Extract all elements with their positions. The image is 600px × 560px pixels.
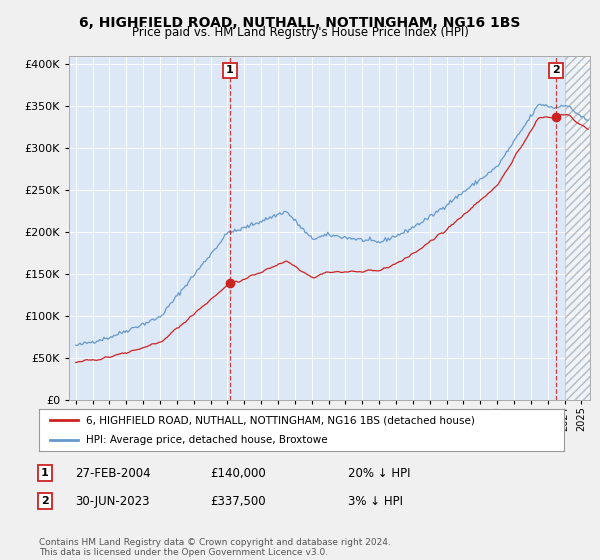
Text: Price paid vs. HM Land Registry's House Price Index (HPI): Price paid vs. HM Land Registry's House … (131, 26, 469, 39)
Text: 2: 2 (41, 496, 49, 506)
Bar (565, 56, 590, 400)
Text: 6, HIGHFIELD ROAD, NUTHALL, NOTTINGHAM, NG16 1BS: 6, HIGHFIELD ROAD, NUTHALL, NOTTINGHAM, … (79, 16, 521, 30)
Text: 1: 1 (41, 468, 49, 478)
Text: 27-FEB-2004: 27-FEB-2004 (75, 466, 151, 480)
Text: Contains HM Land Registry data © Crown copyright and database right 2024.
This d: Contains HM Land Registry data © Crown c… (39, 538, 391, 557)
Text: HPI: Average price, detached house, Broxtowe: HPI: Average price, detached house, Brox… (86, 435, 328, 445)
Text: 6, HIGHFIELD ROAD, NUTHALL, NOTTINGHAM, NG16 1BS (detached house): 6, HIGHFIELD ROAD, NUTHALL, NOTTINGHAM, … (86, 415, 475, 425)
Text: 1: 1 (226, 66, 234, 76)
Text: £140,000: £140,000 (210, 466, 266, 480)
Text: 20% ↓ HPI: 20% ↓ HPI (348, 466, 410, 480)
Text: 3% ↓ HPI: 3% ↓ HPI (348, 494, 403, 508)
Bar (565, 56, 590, 400)
Text: £337,500: £337,500 (210, 494, 266, 508)
Text: 2: 2 (552, 66, 560, 76)
Text: 30-JUN-2023: 30-JUN-2023 (75, 494, 149, 508)
